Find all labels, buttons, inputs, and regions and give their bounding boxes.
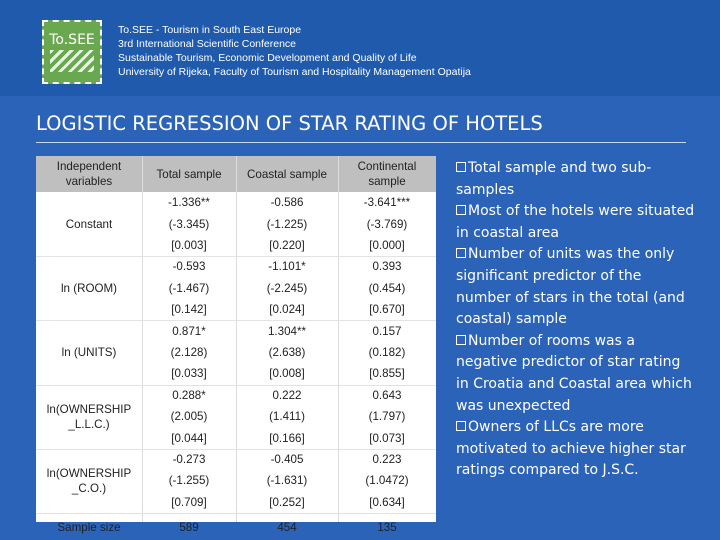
header-bar xyxy=(0,0,720,96)
conference-line-1: To.SEE - Tourism in South East Europe xyxy=(118,24,302,36)
table-cell: [0.252] xyxy=(269,495,305,509)
logo-text: To.SEE xyxy=(49,32,95,48)
tosee-logo: To.SEE xyxy=(42,20,102,84)
table-cell: (0.182) xyxy=(368,345,406,359)
title-underline xyxy=(36,142,686,143)
table-cell: (2.005) xyxy=(170,410,208,424)
table-cell: 0.393 xyxy=(372,260,402,274)
regression-table: Independent variables Total sample Coastal… xyxy=(36,156,436,534)
table-column-divider xyxy=(338,156,339,522)
table-cell: (-1.255) xyxy=(168,474,210,488)
table-row-label: ln (ROOM) xyxy=(60,281,118,295)
table-cell: [0.670] xyxy=(369,303,405,317)
table-cell: [0.220] xyxy=(269,238,305,252)
slide-title: LOGISTIC REGRESSION OF STAR RATING OF HO… xyxy=(36,112,543,135)
table-cell: 0.157 xyxy=(372,324,402,338)
table-cell: (1.411) xyxy=(269,410,305,424)
table-cell: [0.634] xyxy=(369,495,405,509)
table-cell: [0.855] xyxy=(369,367,405,381)
table-cell: 0.288* xyxy=(172,388,206,402)
table-cell: [0.044] xyxy=(171,431,207,445)
table-row-label: ln(OWNERSHIP _L.L.C.) xyxy=(46,402,132,431)
table-header-cell: Independent variables xyxy=(56,160,122,188)
table-column-divider xyxy=(236,156,237,522)
table-cell: (-2.245) xyxy=(266,281,308,295)
table-row-separator xyxy=(36,320,436,322)
table-cell: (-3.769) xyxy=(366,217,408,231)
table-cell: (-1.467) xyxy=(168,281,210,295)
bullet-item: Number of rooms was a negative predictor… xyxy=(456,331,696,417)
bullet-text: Number of rooms was a negative predictor… xyxy=(456,332,692,414)
conference-info: To.SEE - Tourism in South East Europe 3r… xyxy=(118,23,678,79)
bullet-item: Owners of LLCs are more motivated to ach… xyxy=(456,417,696,482)
sample-size-cell: 589 xyxy=(179,521,199,534)
table-cell: -1.336** xyxy=(168,196,210,210)
conference-line-4: University of Rijeka, Faculty of Tourism… xyxy=(118,66,471,78)
conference-line-3: Sustainable Tourism, Economic Developmen… xyxy=(118,52,417,64)
table-cell: 0.871* xyxy=(172,324,206,338)
table-cell: [0.166] xyxy=(269,431,305,445)
table-row-separator xyxy=(36,256,436,258)
bullet-item: Number of units was the only significant… xyxy=(456,244,696,330)
table-cell: 1.304** xyxy=(267,324,307,338)
checkbox-bullet-icon xyxy=(456,421,466,432)
table-row-separator xyxy=(36,384,436,386)
table-cell: 0.223 xyxy=(372,452,402,466)
table-row-label: ln(OWNERSHIP _C.O.) xyxy=(46,466,132,495)
table-cell: [0.033] xyxy=(171,367,207,381)
table-cell: -0.593 xyxy=(172,260,206,274)
table-cell: [0.024] xyxy=(269,303,305,317)
table-cell: [0.142] xyxy=(171,303,207,317)
table-cell: (0.454) xyxy=(368,281,406,295)
table-row-separator xyxy=(36,448,436,450)
table-header-cell: Total sample xyxy=(156,167,222,181)
table-column-divider xyxy=(142,156,143,522)
conference-line-2: 3rd International Scientific Conference xyxy=(118,38,297,50)
table-row-separator xyxy=(36,513,436,514)
table-cell: (-3.345) xyxy=(168,217,210,231)
table-row-label: ln (UNITS) xyxy=(61,345,117,359)
checkbox-bullet-icon xyxy=(456,162,466,172)
bullet-text: Owners of LLCs are more motivated to ach… xyxy=(456,419,686,479)
table-cell: [0.003] xyxy=(171,238,207,252)
table-cell: [0.709] xyxy=(171,495,207,509)
sample-size-label: Sample size xyxy=(57,521,121,534)
table-cell: (1.0472) xyxy=(365,474,409,488)
table-header-cell: Continental sample xyxy=(357,160,417,188)
table-cell: -0.405 xyxy=(270,452,304,466)
table-cell: -0.273 xyxy=(172,452,206,466)
table-cell: [0.000] xyxy=(369,238,405,252)
table-cell: [0.008] xyxy=(269,367,305,381)
sample-size-cell: 454 xyxy=(277,521,297,534)
checkbox-bullet-icon xyxy=(456,334,466,345)
table-cell: (-1.631) xyxy=(266,474,308,488)
bullet-text: Total sample and two sub-samples xyxy=(456,160,652,198)
bullet-text: Most of the hotels were situated in coas… xyxy=(456,203,695,241)
table-cell: 0.643 xyxy=(372,388,402,402)
bullet-text: Number of units was the only significant… xyxy=(456,246,685,328)
table-row-label: Constant xyxy=(65,217,113,231)
table-cell: [0.073] xyxy=(369,431,405,445)
bullet-item: Total sample and two sub-samples xyxy=(456,158,696,201)
logo-stripes-icon xyxy=(50,50,94,72)
table-cell: (2.128) xyxy=(170,345,208,359)
bullet-item: Most of the hotels were situated in coas… xyxy=(456,201,696,244)
checkbox-bullet-icon xyxy=(456,205,466,216)
table-cell: 0.222 xyxy=(272,388,302,402)
sample-size-cell: 135 xyxy=(377,521,397,534)
bullet-list: Total sample and two sub-samples Most of … xyxy=(456,158,696,482)
table-cell: (-1.225) xyxy=(266,217,308,231)
table-cell: -0.586 xyxy=(270,196,304,210)
table-cell: (2.638) xyxy=(268,345,306,359)
table-cell: (1.797) xyxy=(368,410,406,424)
table-header-cell: Coastal sample xyxy=(247,167,327,181)
table-cell: -1.101* xyxy=(268,260,306,274)
table-cell: -3.641*** xyxy=(363,196,411,210)
checkbox-bullet-icon xyxy=(456,248,466,259)
